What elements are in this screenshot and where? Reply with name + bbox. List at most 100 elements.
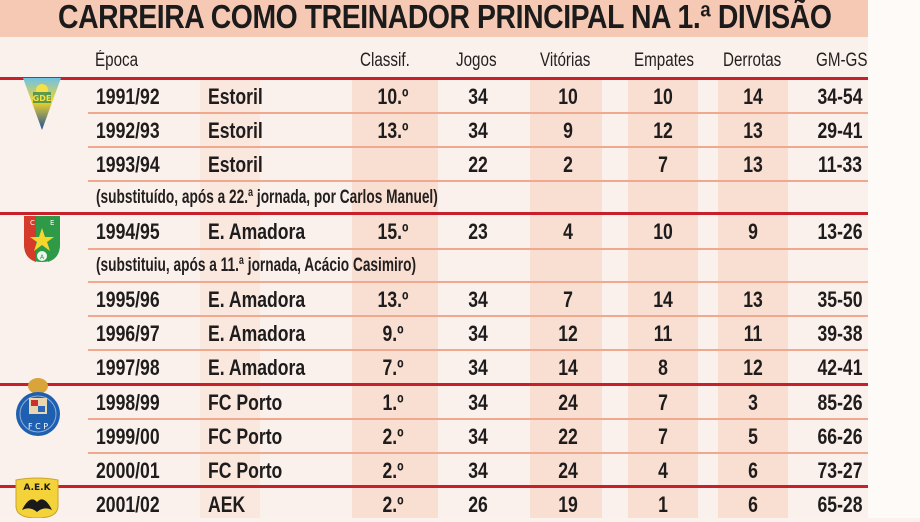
cell-empates: 7 <box>658 424 668 449</box>
table-row: 1994/95 E. Amadora 15.º 23 4 10 9 13-26 <box>88 215 868 248</box>
cell-club: Estoril <box>208 152 263 177</box>
cell-derrotas: 3 <box>748 390 758 415</box>
cell-jogos: 34 <box>468 287 488 312</box>
cell-empates: 10 <box>653 219 673 244</box>
row-divider <box>88 315 868 317</box>
cell-jogos: 34 <box>468 355 488 380</box>
cell-derrotas: 6 <box>748 492 758 517</box>
cell-jogos: 23 <box>468 219 488 244</box>
cell-derrotas: 9 <box>748 219 758 244</box>
cell-derrotas: 13 <box>743 287 763 312</box>
cell-empates: 1 <box>658 492 668 517</box>
cell-vitorias: 22 <box>558 424 578 449</box>
table-row: 1997/98 E. Amadora 7.º 34 14 8 12 42-41 <box>88 351 868 384</box>
cell-classif: 9.º <box>382 321 404 346</box>
cell-epoca: 1997/98 <box>96 355 160 380</box>
cell-club: AEK <box>208 492 246 517</box>
cell-epoca: 1996/97 <box>96 321 160 346</box>
cell-gmgs: 29-41 <box>817 118 863 143</box>
cell-classif: 2.º <box>382 458 404 483</box>
svg-text:C: C <box>30 219 35 227</box>
cell-derrotas: 14 <box>743 84 763 109</box>
table-row: 1999/00 FC Porto 2.º 34 22 7 5 66-26 <box>88 420 868 453</box>
cell-empates: 7 <box>658 390 668 415</box>
cell-jogos: 34 <box>468 84 488 109</box>
cell-gmgs: 66-26 <box>817 424 863 449</box>
estoril-crest-icon: GDE <box>23 78 61 130</box>
cell-empates: 7 <box>658 152 668 177</box>
club-divider <box>0 485 868 488</box>
cell-gmgs: 42-41 <box>817 355 863 380</box>
cell-jogos: 34 <box>468 321 488 346</box>
svg-text:E: E <box>50 219 54 227</box>
cell-gmgs: 34-54 <box>817 84 863 109</box>
header-jogos: Jogos <box>456 50 497 71</box>
cell-gmgs: 85-26 <box>817 390 863 415</box>
note-replaced: (substituiu, após a 11.ª jornada, Acácio… <box>96 255 417 276</box>
cell-classif: 13.º <box>377 118 409 143</box>
career-table: Época Classif. Jogos Vitórias Empates De… <box>0 50 868 521</box>
cell-epoca: 2000/01 <box>96 458 160 483</box>
header-empates: Empates <box>634 50 694 71</box>
column-stripe-club <box>200 78 260 518</box>
header-epoca: Época <box>95 50 139 71</box>
cell-empates: 10 <box>653 84 673 109</box>
club-divider <box>0 77 868 80</box>
cell-derrotas: 6 <box>748 458 758 483</box>
svg-text:A: A <box>40 254 45 261</box>
row-divider <box>88 146 868 148</box>
cell-epoca: 2001/02 <box>96 492 160 517</box>
cell-empates: 14 <box>653 287 673 312</box>
cell-epoca: 1994/95 <box>96 219 160 244</box>
table-row: 2001/02 AEK 2.º 26 19 1 6 65-28 <box>88 488 868 521</box>
estrela-amadora-crest-icon: C E A <box>24 216 60 262</box>
cell-gmgs: 73-27 <box>817 458 863 483</box>
cell-classif: 2.º <box>382 424 404 449</box>
cell-classif: 13.º <box>377 287 409 312</box>
table-row: 1992/93 Estoril 13.º 34 9 12 13 29-41 <box>88 114 868 147</box>
row-divider <box>88 281 868 283</box>
column-stripe-empates <box>628 78 698 518</box>
cell-club: E. Amadora <box>208 355 306 380</box>
table-row: 1991/92 Estoril 10.º 34 10 10 14 34-54 <box>88 80 868 113</box>
cell-club: FC Porto <box>208 458 283 483</box>
club-divider <box>0 383 868 386</box>
svg-text:F C P: F C P <box>28 422 48 431</box>
cell-club: Estoril <box>208 84 263 109</box>
cell-classif: 1.º <box>382 390 404 415</box>
cell-gmgs: 13-26 <box>817 219 863 244</box>
row-divider <box>88 248 868 250</box>
header-derrotas: Derrotas <box>723 50 782 71</box>
cell-empates: 11 <box>653 321 673 346</box>
cell-jogos: 22 <box>468 152 488 177</box>
cell-gmgs: 39-38 <box>817 321 863 346</box>
cell-jogos: 26 <box>468 492 488 517</box>
cell-classif: 2.º <box>382 492 404 517</box>
cell-empates: 12 <box>653 118 673 143</box>
page-margin <box>868 0 920 518</box>
table-row: 1995/96 E. Amadora 13.º 34 7 14 13 35-50 <box>88 283 868 316</box>
table-row: 2000/01 FC Porto 2.º 34 24 4 6 73-27 <box>88 454 868 487</box>
svg-text:GDE: GDE <box>33 94 52 103</box>
cell-epoca: 1995/96 <box>96 287 160 312</box>
cell-vitorias: 4 <box>563 219 573 244</box>
row-divider <box>88 452 868 454</box>
cell-classif: 15.º <box>377 219 409 244</box>
row-divider <box>88 349 868 351</box>
cell-empates: 4 <box>658 458 668 483</box>
column-stripe-classif <box>352 78 438 518</box>
cell-vitorias: 7 <box>563 287 573 312</box>
cell-derrotas: 11 <box>743 321 763 346</box>
cell-club: E. Amadora <box>208 321 306 346</box>
row-divider <box>88 112 868 114</box>
cell-vitorias: 19 <box>558 492 578 517</box>
cell-epoca: 1993/94 <box>96 152 160 177</box>
cell-vitorias: 24 <box>558 458 578 483</box>
cell-vitorias: 24 <box>558 390 578 415</box>
cell-jogos: 34 <box>468 390 488 415</box>
cell-epoca: 1992/93 <box>96 118 160 143</box>
cell-epoca: 1991/92 <box>96 84 160 109</box>
cell-epoca: 1998/99 <box>96 390 160 415</box>
cell-vitorias: 2 <box>563 152 573 177</box>
title-band: CARREIRA COMO TREINADOR PRINCIPAL NA 1.ª… <box>0 0 868 37</box>
